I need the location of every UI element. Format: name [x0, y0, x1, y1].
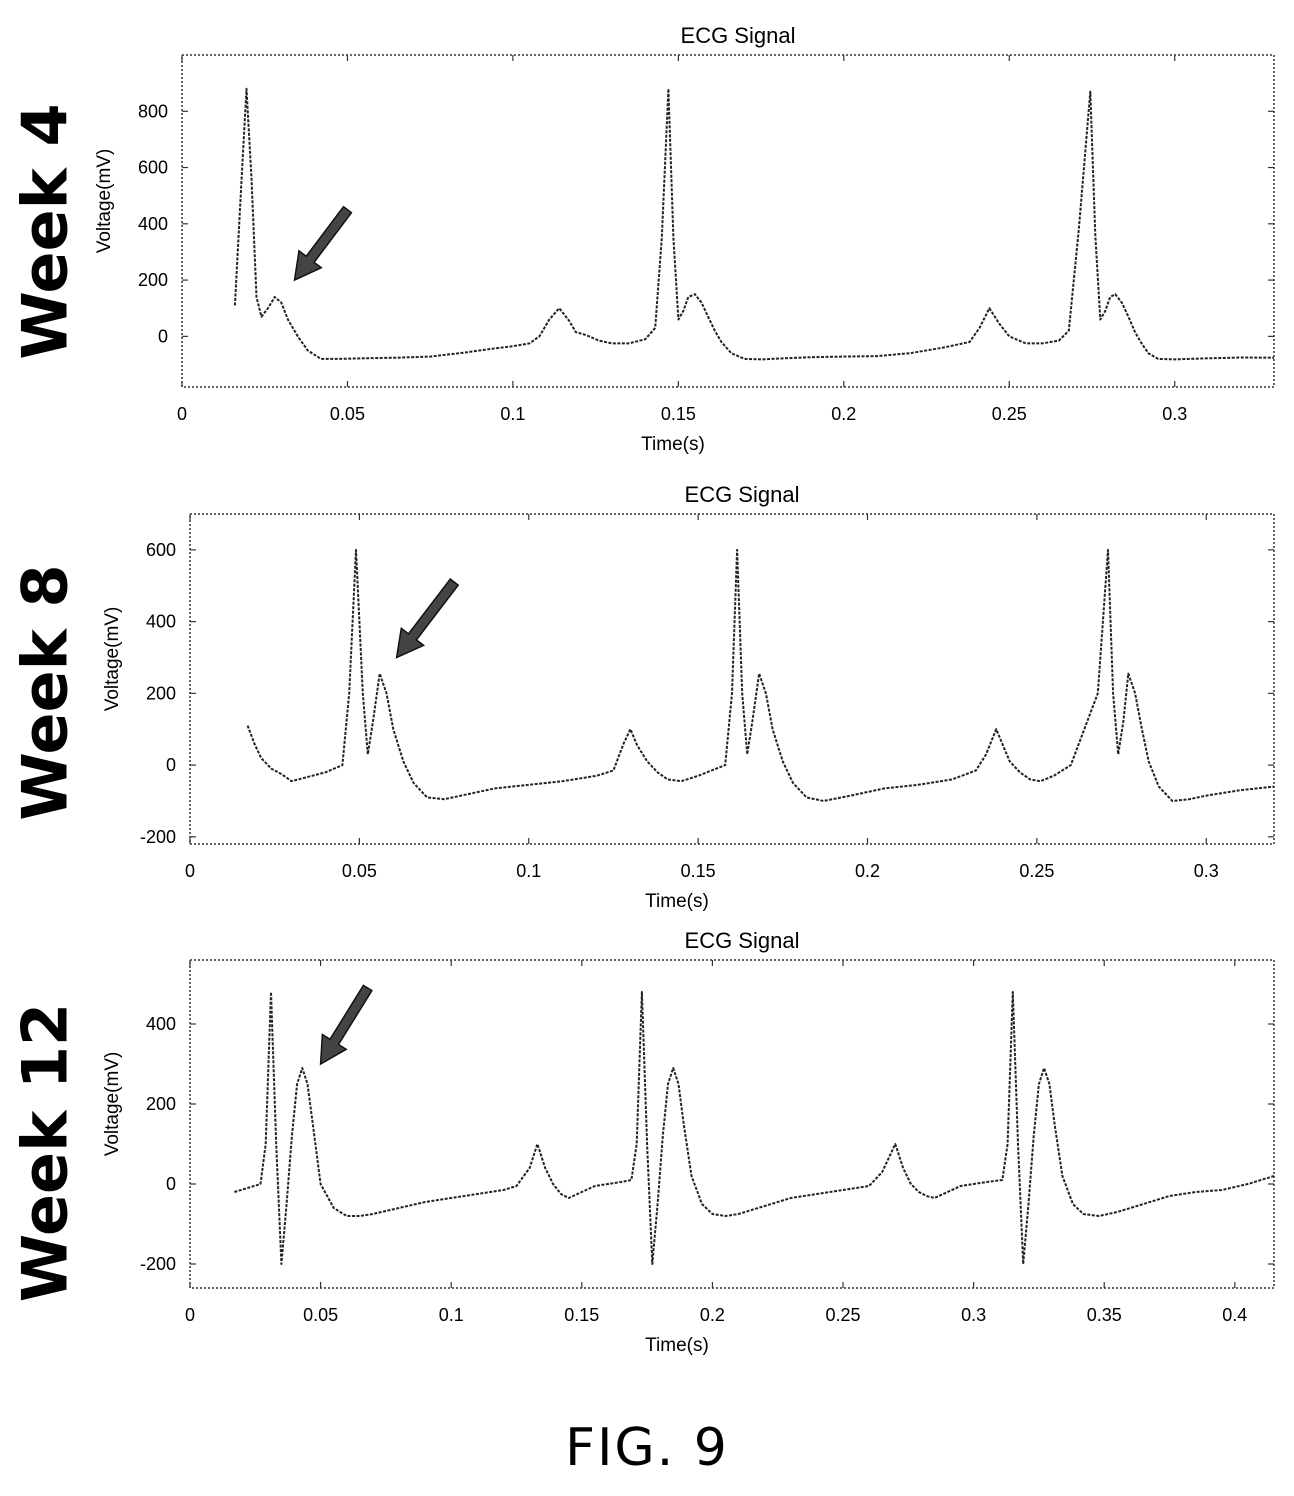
- x-tick-label: 0.2: [700, 1305, 725, 1325]
- x-tick-label: 0.05: [303, 1305, 338, 1325]
- x-tick-label: 0.3: [1194, 861, 1219, 881]
- y-tick-label: 200: [146, 683, 176, 703]
- chart-panel-week-12: Week 12 ECG Signal 0 0.05 0.1 0.15 0.2 0.25 0.3…: [0, 920, 1294, 1390]
- plot-frame: [189, 959, 1275, 1289]
- ecg-chart-week-4: ECG Signal 0 0.05 0.1 0.15 0.2 0.25 0.3 0 200 400 6…: [94, 23, 1275, 455]
- x-tick-label: 0: [185, 1305, 195, 1325]
- ecg-signal-line: [246, 548, 1275, 802]
- y-tick-label: 400: [146, 1014, 176, 1034]
- x-tick-label: 0.3: [961, 1305, 986, 1325]
- x-axis-label: Time(s): [645, 1335, 709, 1356]
- y-tick-label: 200: [138, 270, 168, 290]
- chart-panel-week-8: Week 8 ECG Signal 0 0.05 0.1 0.15 0.2 0.25 0.3-…: [0, 470, 1294, 920]
- x-tick-label: 0.15: [681, 861, 716, 881]
- figure-label: FIG. 9: [565, 1418, 729, 1478]
- y-axis-label: Voltage(mV): [94, 149, 115, 254]
- y-tick-label: 800: [138, 101, 168, 121]
- y-tick-label: 600: [146, 540, 176, 560]
- x-tick-label: 0.2: [831, 404, 856, 424]
- x-tick-label: 0.35: [1087, 1305, 1122, 1325]
- ecg-chart-week-12: ECG Signal 0 0.05 0.1 0.15 0.2 0.25 0.3 0.35 0.4 -…: [102, 928, 1275, 1356]
- y-tick-label: 0: [158, 326, 168, 346]
- y-tick-label: 400: [146, 612, 176, 632]
- plot-frame: [189, 513, 1275, 845]
- x-tick-label: 0: [177, 404, 187, 424]
- y-tick-label: 600: [138, 158, 168, 178]
- x-tick-label: 0.4: [1222, 1305, 1247, 1325]
- plot-frame: [181, 54, 1275, 388]
- y-tick-label: -200: [140, 1254, 176, 1274]
- chart-panel-week-4: Week 4 ECG Signal 0 0.05 0.1 0.15 0.2 0.25 0.3 0…: [0, 0, 1294, 470]
- y-tick-label: 0: [166, 1174, 176, 1194]
- y-axis-label: Voltage(mV): [102, 1052, 123, 1157]
- y-tick-label: 0: [166, 755, 176, 775]
- chart-title: ECG Signal: [685, 928, 800, 953]
- x-tick-label: 0.05: [342, 861, 377, 881]
- chart-title: ECG Signal: [681, 23, 796, 48]
- annotation-arrow: [319, 984, 373, 1066]
- x-tick-label: 0.15: [661, 404, 696, 424]
- y-tick-label: -200: [140, 827, 176, 847]
- y-axis-label: Voltage(mV): [102, 607, 123, 712]
- x-tick-label: 0.1: [516, 861, 541, 881]
- x-tick-label: 0.1: [500, 404, 525, 424]
- y-tick-label: 200: [146, 1094, 176, 1114]
- ecg-signal-line: [234, 991, 1275, 1265]
- x-axis-label: Time(s): [645, 891, 709, 912]
- x-tick-label: 0.1: [439, 1305, 464, 1325]
- x-tick-label: 0.05: [330, 404, 365, 424]
- x-tick-label: 0: [185, 861, 195, 881]
- ecg-signal-line: [233, 87, 1275, 361]
- x-axis-label: Time(s): [641, 434, 705, 455]
- annotation-arrow: [395, 578, 460, 659]
- ecg-chart-week-8: ECG Signal 0 0.05 0.1 0.15 0.2 0.25 0.3 -200 0 200…: [102, 482, 1275, 912]
- x-tick-label: 0.25: [825, 1305, 860, 1325]
- annotation-arrow: [293, 205, 353, 282]
- x-tick-label: 0.2: [855, 861, 880, 881]
- x-tick-label: 0.25: [992, 404, 1027, 424]
- chart-title: ECG Signal: [685, 482, 800, 507]
- x-tick-label: 0.3: [1162, 404, 1187, 424]
- x-tick-label: 0.25: [1019, 861, 1054, 881]
- y-tick-label: 400: [138, 214, 168, 234]
- x-tick-label: 0.15: [564, 1305, 599, 1325]
